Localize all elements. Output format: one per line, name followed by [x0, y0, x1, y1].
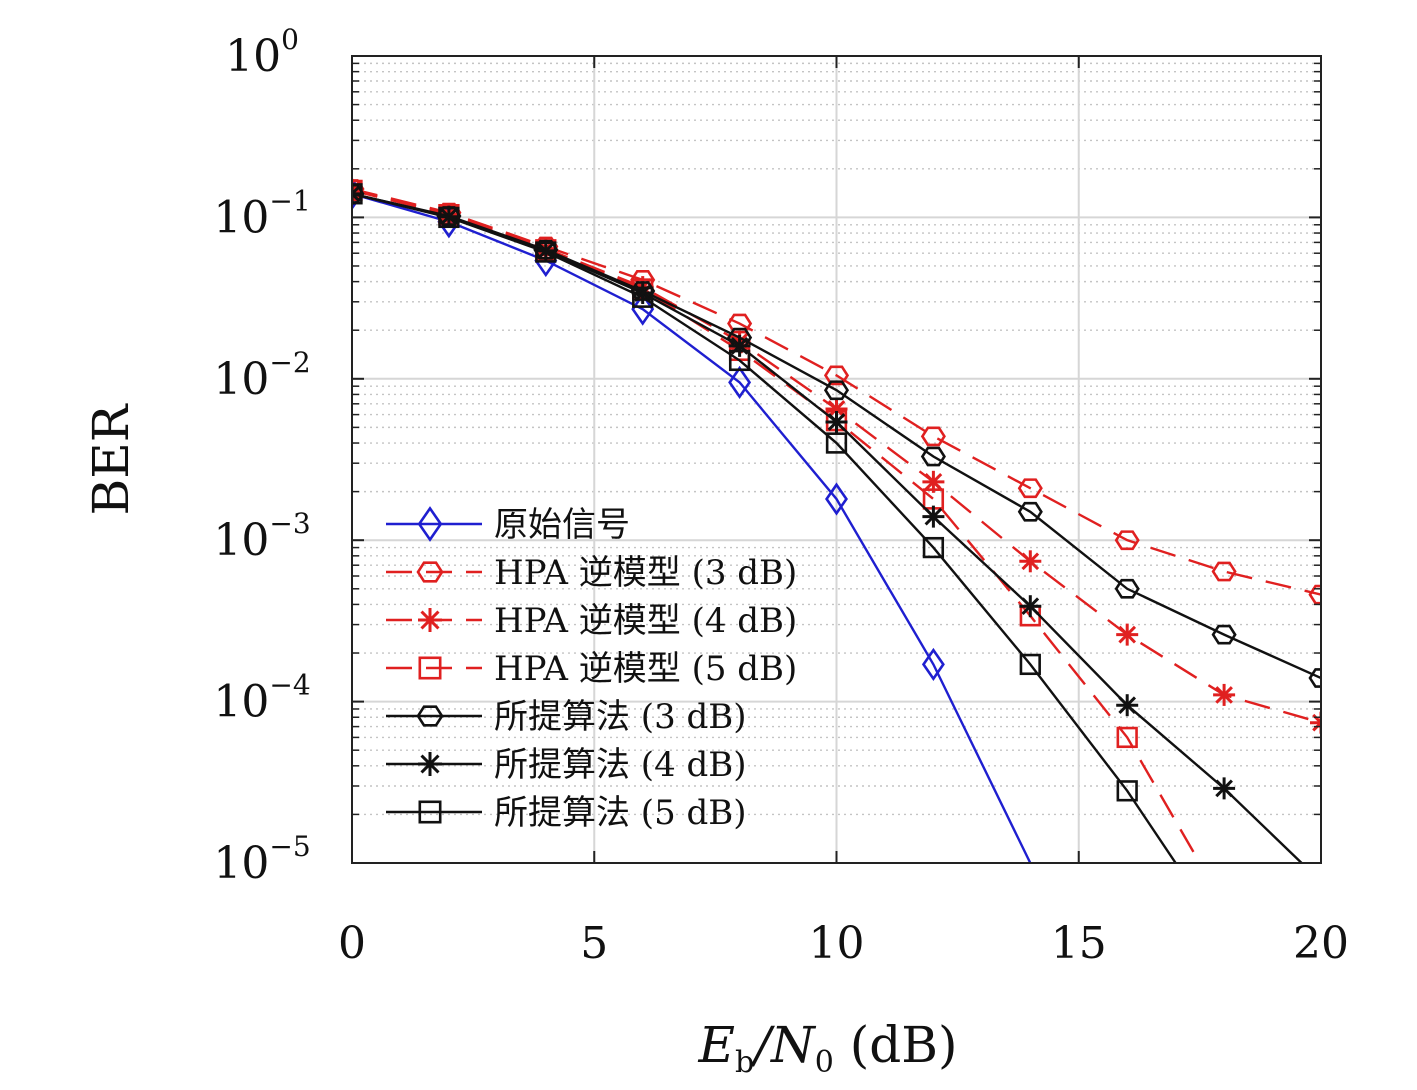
series-line [352, 187, 1321, 596]
square-marker [418, 656, 442, 680]
hexagon-marker [727, 313, 753, 334]
asterisk-marker [1019, 550, 1042, 573]
hexagon-marker [920, 446, 946, 467]
y-axis-label: BER [82, 403, 140, 515]
asterisk-stroke [1118, 625, 1137, 644]
square-marker [438, 206, 460, 229]
x-tick-label: 10 [809, 918, 865, 969]
asterisk-marker [922, 505, 945, 528]
hexagon-marker [1211, 561, 1237, 582]
square-marker [728, 349, 751, 372]
y-tick-label: 10−5 [213, 830, 310, 889]
asterisk-marker [1116, 694, 1139, 717]
x-axis-label: Eb/N0 (dB) [697, 1016, 957, 1080]
asterisk-marker [728, 334, 751, 357]
legend-item: 所提算法 (3 dB) [386, 697, 747, 737]
square-marker [535, 241, 557, 263]
x-tick-label: 5 [580, 918, 608, 969]
asterisk-stroke [1118, 696, 1137, 715]
asterisk-marker [352, 182, 363, 205]
legend-item: HPA 逆模型 (5 dB) [386, 649, 797, 689]
asterisk-stroke [827, 400, 846, 418]
y-tick-label: 10−2 [213, 346, 310, 405]
series-line [352, 192, 1177, 863]
y-tick-label: 10−4 [213, 669, 310, 728]
asterisk-stroke [1021, 552, 1040, 571]
asterisk-stroke [924, 472, 943, 491]
square-marker [1116, 726, 1138, 749]
diamond-marker [728, 365, 752, 399]
x-tick-label: 0 [338, 918, 366, 969]
series-line [352, 192, 1032, 863]
hexagon-marker [823, 380, 850, 401]
legend-label: 原始信号 [494, 505, 630, 545]
asterisk-stroke [1312, 720, 1321, 732]
legend-item: 所提算法 (5 dB) [386, 793, 747, 833]
x-tick-label: 15 [1051, 918, 1107, 969]
legend-label: 所提算法 (4 dB) [494, 745, 747, 785]
asterisk-stroke [827, 413, 846, 431]
hexagon-marker [1308, 668, 1321, 688]
hexagon-marker [1114, 578, 1140, 599]
legend-item: 所提算法 (4 dB) [386, 745, 747, 785]
x-tick-label: 20 [1293, 918, 1349, 969]
legend-label: HPA 逆模型 (5 dB) [494, 649, 797, 689]
diamond-marker [825, 482, 848, 516]
y-tick-label: 10−3 [213, 507, 310, 566]
diamond-marker [631, 292, 655, 326]
square-marker [418, 800, 442, 824]
legend-label: 所提算法 (5 dB) [494, 793, 747, 833]
asterisk-stroke [1215, 686, 1233, 704]
y-tick-label: 100 [225, 23, 299, 82]
square-marker [352, 183, 363, 205]
legend-label: HPA 逆模型 (4 dB) [494, 601, 797, 641]
asterisk-marker [825, 397, 848, 420]
legend-label: 所提算法 (3 dB) [494, 697, 747, 737]
y-tick-label: 10−1 [213, 184, 310, 243]
legend-item: 原始信号 [386, 505, 630, 545]
square-marker [632, 286, 654, 308]
legend-label: HPA 逆模型 (3 dB) [494, 553, 797, 593]
asterisk-stroke [924, 507, 943, 526]
hexagon-marker [1114, 530, 1140, 551]
hexagon-marker [416, 705, 444, 727]
hexagon-marker [1308, 584, 1321, 605]
asterisk-marker [1116, 623, 1139, 646]
asterisk-stroke [420, 610, 440, 630]
legend: 原始信号 HPA 逆模型 (3 dB) HPA 逆模型 (4 dB) HPA 逆模型 … [386, 505, 797, 833]
series-layer [352, 177, 1321, 863]
hexagon-marker [1017, 478, 1043, 499]
legend-item: HPA 逆模型 (3 dB) [386, 553, 797, 593]
axis-ticks: 100 10−1 10−2 10−3 10−4 10−5 0 5 10 15 20 [213, 23, 1349, 969]
asterisk-marker [418, 608, 442, 632]
asterisk-marker [418, 752, 442, 776]
diamond-marker [921, 647, 945, 681]
asterisk-marker [1019, 595, 1042, 618]
asterisk-marker [1213, 683, 1236, 706]
square-marker [1116, 780, 1138, 802]
hexagon-marker [416, 561, 444, 583]
series-line [352, 189, 1201, 863]
asterisk-stroke [1215, 779, 1233, 798]
asterisk-stroke [352, 184, 361, 196]
diamond-marker [417, 506, 443, 542]
legend-item: HPA 逆模型 (4 dB) [386, 601, 797, 641]
hexagon-marker [1211, 624, 1237, 645]
asterisk-marker [1213, 777, 1236, 800]
asterisk-stroke [352, 191, 361, 203]
asterisk-stroke [1021, 597, 1040, 616]
series-7 [352, 183, 1177, 863]
square-marker [825, 432, 848, 454]
square-marker [1019, 653, 1041, 676]
square-marker [922, 536, 945, 559]
hexagon-marker [1017, 501, 1043, 522]
asterisk-stroke [420, 754, 440, 774]
hexagon-marker [920, 426, 946, 447]
asterisk-marker [825, 410, 848, 433]
